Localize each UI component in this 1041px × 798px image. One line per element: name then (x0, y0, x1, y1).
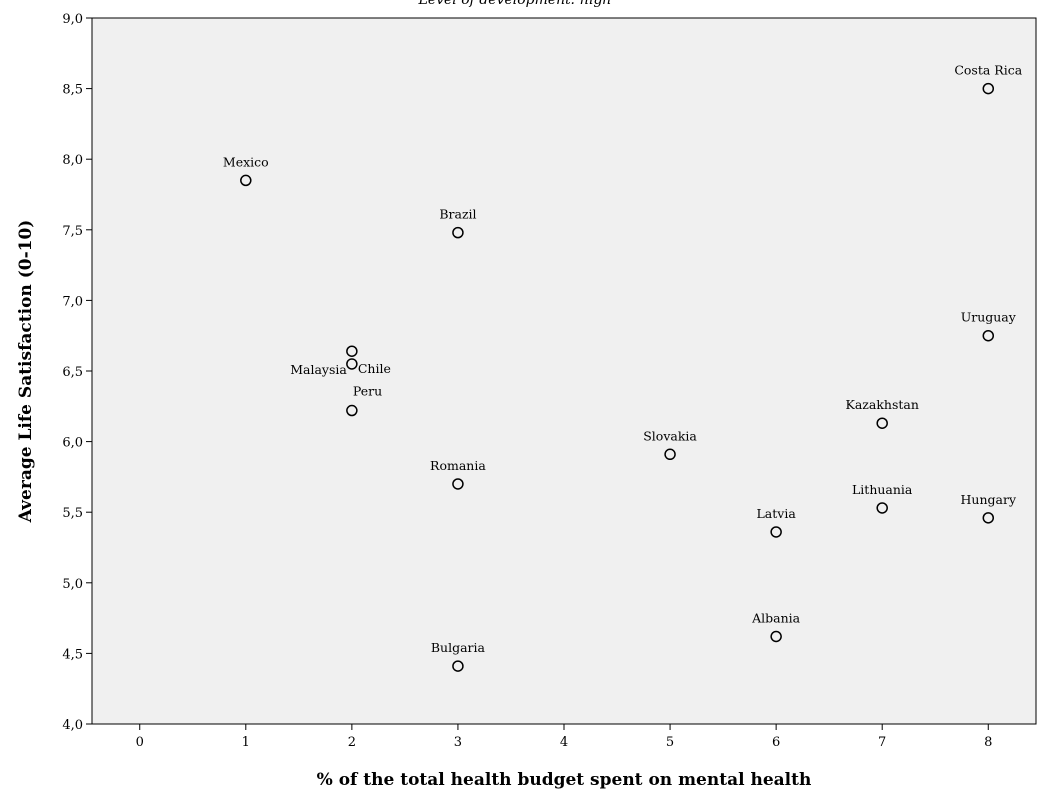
data-point (982, 512, 995, 524)
data-point (982, 329, 995, 342)
y-tick-label: 4,0 (62, 718, 83, 733)
point-label: Kazakhstan (845, 397, 918, 412)
data-point (770, 526, 782, 538)
data-point (876, 502, 888, 514)
point-label: Lithuania (852, 482, 913, 497)
x-axis: 0 1 2 3 4 5 6 7 8 (136, 724, 992, 750)
x-tick-label: 4 (560, 735, 568, 750)
y-tick-label: 7,0 (62, 294, 83, 309)
y-tick-label: 8,0 (62, 153, 83, 168)
y-tick-label: 7,5 (62, 224, 83, 239)
point-label: Albania (751, 610, 801, 625)
data-point (770, 630, 782, 643)
data-points: Mexico Brazil Costa Rica Uruguay Malaysia Chi… (223, 63, 1023, 672)
point-label: Bulgaria (431, 640, 486, 655)
data-point (452, 226, 464, 239)
x-tick-label: 2 (348, 735, 356, 750)
point-label: Slovakia (643, 428, 697, 443)
x-tick-label: 6 (772, 735, 780, 750)
data-point (982, 82, 995, 95)
y-tick-label: 9,0 (62, 12, 83, 27)
x-tick-label: 1 (242, 735, 250, 750)
point-label: Mexico (223, 154, 269, 169)
chart-subtitle: Level of development: high (418, 0, 612, 8)
point-label: Hungary (961, 492, 1017, 507)
point-label: Peru (353, 384, 382, 399)
y-tick-label: 6,0 (62, 436, 83, 451)
y-tick-label: 5,0 (62, 577, 83, 592)
x-tick-label: 7 (878, 735, 886, 750)
point-label: Costa Rica (954, 63, 1022, 78)
data-point (240, 174, 252, 187)
data-point (664, 448, 676, 461)
y-tick-label: 4,5 (62, 647, 83, 662)
x-tick-label: 0 (136, 735, 144, 750)
point-label: Brazil (439, 207, 476, 222)
point-label: Malaysia (290, 362, 347, 377)
data-point (452, 660, 464, 672)
point-label: Romania (430, 458, 486, 473)
x-axis-title: % of the total health budget spent on me… (317, 770, 812, 790)
data-point (452, 478, 464, 490)
x-tick-label: 8 (984, 735, 992, 750)
point-label: Chile (358, 361, 391, 376)
y-tick-label: 8,5 (62, 83, 83, 98)
y-tick-label: 5,5 (62, 506, 83, 521)
y-axis-title: Average Life Satisfaction (0-10) (16, 220, 36, 524)
x-tick-label: 5 (666, 735, 674, 750)
data-point (876, 417, 888, 429)
plot-area (91, 17, 1037, 725)
point-label: Uruguay (961, 310, 1017, 325)
data-point (346, 358, 358, 370)
data-point (346, 404, 358, 417)
x-tick-label: 3 (454, 735, 462, 750)
y-tick-label: 6,5 (62, 365, 83, 380)
point-label: Latvia (756, 506, 796, 521)
data-point (346, 345, 358, 357)
y-axis: 4,0 4,5 5,0 5,5 6,0 6,5 7,0 7,5 8,0 8,5 9,0 (62, 12, 92, 733)
